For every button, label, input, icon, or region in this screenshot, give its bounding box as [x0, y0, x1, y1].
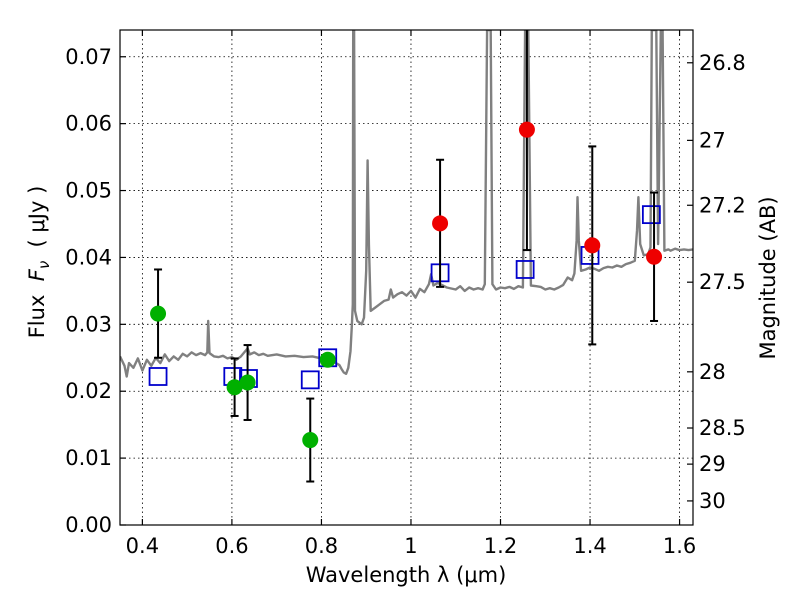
axes: 0.4 0.6 0.8 1 1.2 1.4 1.6 0.00 0.01 0.02 0.03 0.04 0…: [65, 30, 746, 558]
x-tick-label: 1.2: [484, 534, 517, 558]
plot-area: [120, 30, 693, 483]
nir-data-point: [646, 248, 663, 265]
y-axis-label-left: Flux Fν ( μJy ): [25, 186, 53, 339]
right-y-tick-label: 26.8: [699, 51, 746, 75]
y-tick-label: 0.03: [65, 312, 112, 336]
grid: [120, 30, 693, 525]
x-axis-label: Wavelength λ (μm): [306, 563, 507, 587]
model-photometry-square: [515, 260, 535, 279]
y-tick-label: 0.07: [65, 45, 112, 69]
optical-data-point: [239, 374, 256, 391]
model-photometry-square: [641, 205, 661, 225]
nir-data-point: [518, 121, 535, 138]
y-axis-label-right: Magnitude (AB): [756, 196, 780, 359]
right-y-tick-label: 29: [699, 452, 726, 476]
right-y-tick-label: 27.2: [699, 193, 746, 217]
plot-frame: [119, 29, 694, 526]
template-spectrum-line: [120, 30, 693, 378]
right-y-tick-label: 30: [699, 489, 726, 513]
y-tick-label: 0.06: [65, 112, 112, 136]
y-label-subscript: ν: [35, 261, 53, 269]
optical-data-point: [319, 351, 336, 368]
y-label-symbol: F: [25, 268, 49, 281]
x-tick-label: 0.8: [305, 534, 338, 558]
x-tick-label: 0.6: [215, 534, 248, 558]
x-tick-label: 0.4: [126, 534, 159, 558]
x-tick-label: 1.4: [573, 534, 606, 558]
right-y-tick-label: 27.5: [699, 270, 746, 294]
y-tick-label: 0.05: [65, 179, 112, 203]
right-y-tick-label: 28.5: [699, 416, 746, 440]
right-y-tick-label: 27: [699, 128, 726, 152]
nir-data-point: [584, 237, 601, 254]
optical-data-point: [150, 305, 167, 322]
right-y-tick-label: 28: [699, 360, 726, 384]
model-photometry-square: [300, 370, 320, 390]
y-tick-label: 0.04: [65, 245, 112, 269]
model-photometry-square: [148, 367, 168, 386]
y-tick-label: 0.02: [65, 379, 112, 403]
nir-data-point: [432, 215, 449, 232]
x-tick-label: 1: [404, 534, 417, 558]
x-tick-label: 1.6: [663, 534, 696, 558]
y-label-pre: Flux: [25, 281, 49, 338]
y-tick-label: 0.01: [65, 446, 112, 470]
y-tick-label: 0.00: [65, 513, 112, 537]
optical-data-point: [302, 432, 319, 449]
y-label-post: ( μJy ): [25, 186, 49, 261]
